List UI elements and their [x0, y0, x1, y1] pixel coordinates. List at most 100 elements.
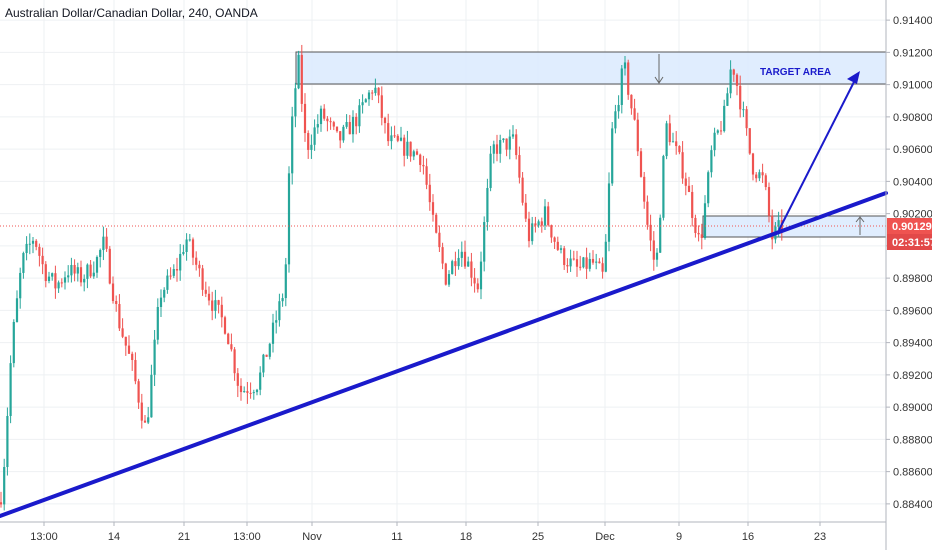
- candle-body: [559, 248, 563, 250]
- time-tick-label: Dec: [595, 531, 615, 543]
- candle-body: [422, 164, 425, 167]
- candle-body: [159, 297, 163, 307]
- candle-body: [319, 108, 323, 125]
- candle-body: [342, 126, 345, 141]
- candle-body: [428, 184, 431, 203]
- candle-body: [259, 372, 262, 390]
- current-price-label: 0.90129: [892, 221, 932, 233]
- candle-body: [335, 126, 339, 132]
- candle-body: [297, 54, 300, 89]
- candle-body: [28, 243, 31, 245]
- price-tick-label: 0.89200: [893, 370, 932, 382]
- candle-body: [12, 321, 15, 364]
- candle-body: [150, 374, 153, 418]
- candle-body: [211, 300, 214, 311]
- candle-body: [521, 177, 524, 203]
- candle-body: [204, 289, 207, 294]
- candle-body: [127, 345, 131, 354]
- candle-body: [607, 183, 611, 242]
- candle-body: [764, 175, 767, 188]
- price-tick-label: 0.88400: [893, 499, 932, 511]
- candle-body: [348, 122, 351, 135]
- candle-body: [47, 276, 51, 282]
- candle-body: [284, 264, 287, 299]
- candle-body: [76, 267, 79, 274]
- candle-body: [585, 257, 588, 269]
- candle-body: [44, 264, 47, 282]
- candle-body: [643, 176, 646, 202]
- candle-body: [655, 252, 659, 260]
- target-zone[interactable]: [295, 51, 887, 85]
- price-tick-label: 0.88600: [893, 467, 932, 479]
- candle-body: [310, 144, 313, 150]
- candle-body: [524, 202, 527, 219]
- candle-body: [601, 263, 604, 272]
- candle-body: [355, 116, 358, 127]
- candle-body: [169, 275, 172, 277]
- candle-body: [515, 134, 518, 156]
- current-price-box: [887, 218, 932, 234]
- candle-body: [633, 108, 636, 120]
- candle-body: [595, 261, 598, 263]
- candle-body: [79, 267, 83, 283]
- candle-body: [38, 246, 41, 256]
- candle-body: [364, 99, 367, 103]
- candle-body: [406, 141, 409, 156]
- candle-body: [201, 268, 204, 290]
- candle-body: [412, 151, 415, 157]
- candle-body: [99, 250, 102, 258]
- candle-body: [550, 225, 553, 238]
- candle-body: [639, 151, 643, 177]
- candle-body: [691, 191, 694, 218]
- candle-body: [732, 69, 735, 75]
- projection-arrow-line[interactable]: [778, 75, 858, 231]
- candle-body: [54, 273, 57, 289]
- price-tick-label: 0.91200: [893, 47, 932, 59]
- candle-body: [569, 258, 572, 267]
- candle-body: [703, 203, 707, 239]
- price-axis[interactable]: 0.91400 0.91200 0.91000 0.90800 0.90600 0.904…: [885, 0, 932, 550]
- candle-body: [291, 116, 294, 174]
- candle-body: [390, 135, 393, 142]
- candle-body: [361, 102, 364, 106]
- candle-body: [598, 261, 601, 264]
- candle-body: [470, 261, 473, 278]
- candle-body: [313, 127, 316, 145]
- candle-body: [3, 467, 6, 505]
- candle-body: [777, 220, 780, 227]
- time-tick-label: 9: [676, 531, 682, 543]
- candle-body: [227, 333, 230, 345]
- price-tick-label: 0.89800: [893, 273, 932, 285]
- candle-body: [358, 105, 361, 127]
- candle-body: [553, 237, 556, 242]
- candle-body: [473, 277, 476, 284]
- candle-body: [41, 255, 44, 265]
- candle-body: [531, 223, 534, 242]
- candle-body: [153, 339, 156, 375]
- zone-up-arrow-head: [855, 216, 865, 223]
- candle-body: [35, 240, 38, 247]
- price-tick-label: 0.90800: [893, 112, 932, 124]
- candle-body: [243, 391, 246, 393]
- candle-body: [467, 261, 470, 267]
- candle-body: [220, 304, 223, 318]
- candle-body: [207, 293, 211, 301]
- candle-body: [697, 232, 700, 235]
- candle-body: [700, 234, 703, 239]
- candle-body: [479, 261, 483, 290]
- candle-body: [140, 402, 143, 421]
- time-axis[interactable]: 13:00 14 21 13:00 Nov 11 18 25 Dec 9 16 23: [0, 521, 886, 543]
- trendline[interactable]: [0, 191, 888, 518]
- candle-body: [86, 264, 89, 279]
- candle-body: [483, 222, 486, 262]
- candle-body: [95, 257, 99, 273]
- candle-body: [508, 136, 511, 150]
- candle-body: [591, 258, 595, 263]
- price-tick-label: 0.90600: [893, 144, 932, 156]
- candle-body: [345, 122, 348, 127]
- candle-body: [281, 298, 284, 302]
- candle-body: [31, 240, 35, 244]
- price-tick-label: 0.88800: [893, 434, 932, 446]
- candle-body: [636, 119, 639, 152]
